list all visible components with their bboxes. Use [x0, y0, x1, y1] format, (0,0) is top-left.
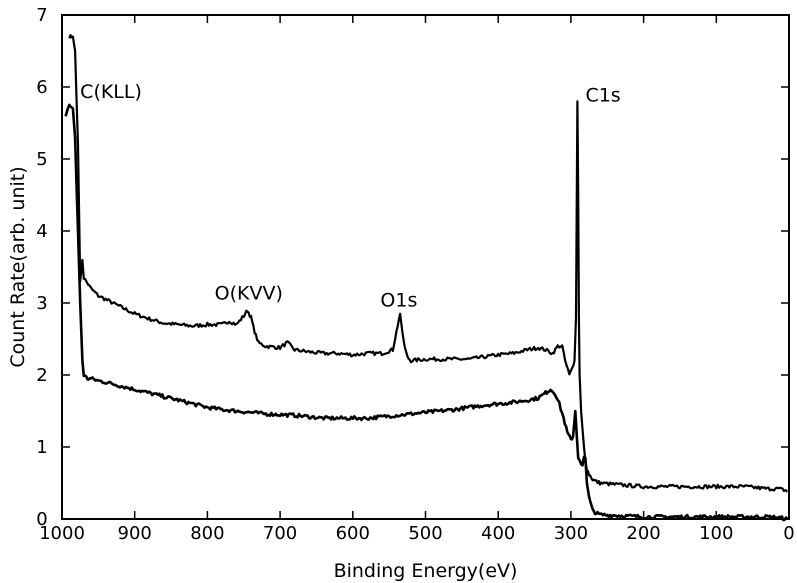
y-tick-label: 0	[36, 509, 47, 530]
x-axis-title: Binding Energy(eV)	[334, 560, 518, 582]
series-group	[64, 34, 789, 522]
peak-label: O(KVV)	[215, 282, 283, 304]
x-tick-label: 100	[699, 523, 733, 544]
x-tick-label: 200	[626, 523, 660, 544]
y-tick-label: 3	[36, 293, 47, 314]
peak-label: O1s	[380, 290, 417, 312]
annotations: C(KLL) O(KVV) O1s C1s	[80, 81, 621, 312]
x-tick-label: 300	[554, 523, 588, 544]
peak-label: C(KLL)	[80, 81, 142, 103]
x-tick-label: 900	[118, 523, 152, 544]
peak-label: C1s	[585, 84, 620, 106]
x-axis-ticks: 1000 900 800 700 600 500 400 300 200 100 0	[39, 15, 795, 544]
y-tick-label: 6	[36, 77, 47, 98]
plot-border	[61, 14, 790, 520]
y-tick-label: 2	[36, 365, 47, 386]
y-tick-label: 4	[36, 221, 47, 242]
spectrum-line-1	[68, 34, 788, 493]
y-tick-label: 5	[36, 149, 47, 170]
x-tick-label: 800	[190, 523, 224, 544]
x-tick-label: 0	[783, 523, 794, 544]
x-tick-label: 400	[481, 523, 515, 544]
y-axis-ticks: 0 1 2 3 4 5 6 7	[36, 5, 789, 530]
x-tick-label: 1000	[39, 523, 85, 544]
y-tick-label: 1	[36, 437, 47, 458]
plot-frame	[61, 14, 790, 520]
spectrum-line-2	[64, 103, 789, 522]
y-tick-label: 7	[36, 5, 47, 26]
x-tick-label: 500	[408, 523, 442, 544]
x-tick-label: 600	[336, 523, 370, 544]
x-tick-label: 700	[263, 523, 297, 544]
y-axis-title: Count Rate(arb. unit)	[7, 166, 29, 367]
